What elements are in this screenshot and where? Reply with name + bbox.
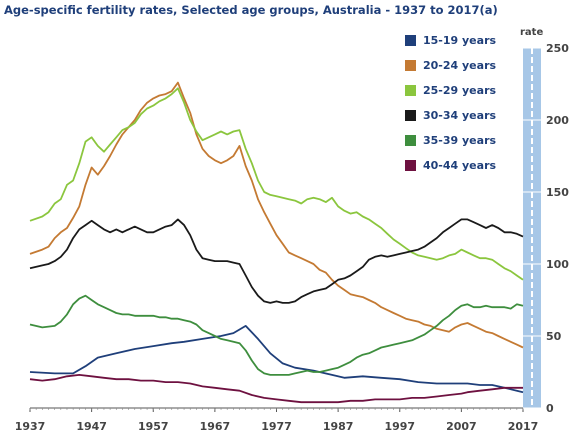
legend-swatch [405, 60, 416, 71]
legend-swatch [405, 110, 416, 121]
x-tick-label: 1977 [261, 420, 292, 433]
legend: 15-19 years 20-24 years 25-29 years 30-34 y… [405, 34, 496, 172]
y-axis-label: rate [520, 27, 544, 38]
x-tick-label: 2007 [446, 420, 477, 433]
series-line-25-29-years[interactable] [29, 87, 524, 281]
series-line-15-19-years[interactable] [29, 325, 524, 394]
series-line-40-44-years[interactable] [29, 374, 523, 404]
legend-swatch [405, 135, 416, 146]
legend-label[interactable]: 40-44 years [423, 159, 496, 172]
series-line-20-24-years[interactable] [29, 81, 524, 349]
legend-label[interactable]: 25-29 years [423, 84, 496, 97]
plot-area [30, 48, 523, 408]
y-tick-label: 100 [546, 258, 569, 271]
y-tick-label: 150 [546, 186, 569, 199]
y-tick-label: 50 [546, 330, 562, 343]
series-lines [29, 81, 524, 404]
legend-label[interactable]: 20-24 years [423, 59, 496, 72]
legend-swatch [405, 160, 416, 171]
x-axis-ticks: 1937 1947 1957 1967 1977 1987 1997 2007 2017 [15, 408, 539, 433]
chart-title: Age-specific fertility rates, Selected a… [4, 3, 498, 17]
x-tick-label: 1957 [138, 420, 169, 433]
y-axis-ticks: 0 50 100 150 200 250 [523, 42, 569, 415]
x-tick-label: 1937 [15, 420, 46, 433]
legend-label[interactable]: 35-39 years [423, 134, 496, 147]
y-tick-label: 200 [546, 114, 569, 127]
x-tick-label: 1997 [384, 420, 415, 433]
x-tick-label: 1987 [323, 420, 354, 433]
legend-label[interactable]: 15-19 years [423, 34, 496, 47]
x-tick-label: 1967 [200, 420, 231, 433]
legend-label[interactable]: 30-34 years [423, 109, 496, 122]
y-tick-label: 250 [546, 42, 569, 55]
x-tick-label: 1947 [76, 420, 107, 433]
series-line-35-39-years[interactable] [29, 294, 524, 376]
y-tick-label: 0 [546, 402, 554, 415]
legend-swatch [405, 85, 416, 96]
legend-swatch [405, 35, 416, 46]
series-line-30-34-years[interactable] [29, 218, 524, 304]
x-tick-label: 2017 [508, 420, 539, 433]
